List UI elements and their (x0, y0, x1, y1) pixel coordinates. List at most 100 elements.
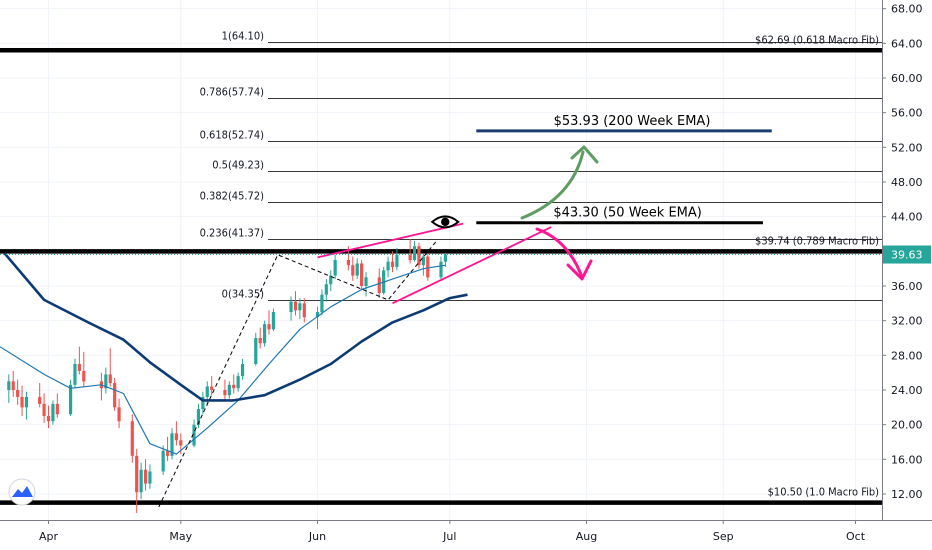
fib-level-label: 0.786(57.74) (200, 86, 265, 99)
candle-body (11, 381, 15, 390)
candle-body (16, 390, 20, 397)
tradingview-logo[interactable] (8, 478, 36, 506)
y-tick-label: 24.00 (891, 384, 923, 397)
candle-body (227, 384, 231, 396)
candle-body (408, 254, 412, 260)
candle-body (240, 364, 245, 377)
y-tick-label: 32.00 (891, 315, 923, 328)
candle-body (426, 256, 430, 278)
ema-50-label: $43.30 (50 Week EMA) (553, 206, 702, 221)
down-arrow-head (566, 259, 593, 281)
candle-body (390, 261, 395, 267)
candle-body (421, 256, 425, 266)
moving-average-slow (3, 252, 468, 402)
y-tick-label: 36.00 (891, 280, 923, 293)
x-tick-label: Apr (39, 530, 59, 543)
candle-body (55, 403, 59, 415)
candle-body (192, 424, 196, 446)
candle-body (254, 338, 258, 364)
fib-level-label: 0.382(45.72) (200, 190, 265, 203)
candle-body (46, 416, 51, 422)
tradingview-logo-icon (12, 486, 33, 497)
candle-body (263, 324, 267, 344)
candle-body (82, 370, 86, 382)
candle-body (298, 303, 302, 311)
y-tick-label: 64.00 (891, 37, 923, 50)
candle-body (439, 261, 443, 278)
candle-body (223, 390, 227, 396)
y-tick-label: 16.00 (891, 453, 923, 466)
candle-body (210, 386, 214, 390)
candle-body (68, 384, 73, 415)
candle-body (143, 469, 148, 484)
y-tick-label: 60.00 (891, 72, 923, 85)
x-tick-label: Jun (308, 530, 326, 543)
candle-body (179, 440, 183, 446)
candle-body (104, 374, 108, 389)
y-tick-label: 28.00 (891, 349, 923, 362)
candle-body (148, 471, 152, 484)
x-tick-label: Oct (846, 530, 866, 543)
candle-body (395, 254, 399, 267)
candle-body (196, 409, 201, 425)
up-arrow-head (570, 145, 599, 164)
candle-body (77, 364, 81, 371)
fib-level-label: 0.618(52.74) (200, 129, 265, 142)
macro-level-label: $10.50 (1.0 Macro Fib) (768, 486, 879, 499)
candle-body (315, 312, 320, 318)
candle-body (161, 450, 165, 472)
ema-200-label: $53.93 (200 Week EMA) (554, 114, 711, 129)
candle-body (258, 338, 262, 344)
fib-level-label: 0.236(41.37) (200, 227, 265, 240)
candle-body (108, 374, 112, 384)
moving-average-fast (0, 264, 446, 455)
macro-level-label: $62.69 (0.618 Macro Fib) (755, 33, 879, 46)
current-price-label: 39.63 (891, 249, 923, 262)
candle-body (51, 403, 55, 422)
candle-body (417, 246, 421, 266)
down-arrow-shaft (535, 227, 584, 279)
candle-body (236, 376, 240, 389)
fib-level-label: 0(34.35) (222, 288, 264, 301)
candle-body (293, 301, 298, 311)
candle-body (117, 407, 121, 422)
grid (0, 0, 882, 520)
logo-circle (8, 478, 36, 506)
candle-body (201, 396, 205, 410)
candle-body (320, 294, 324, 312)
drawings[interactable] (158, 145, 599, 508)
candle-body (355, 263, 359, 276)
candle-body (130, 421, 134, 456)
wedge-upper-line (317, 222, 464, 259)
fib-level-label: 0.5(49.23) (212, 159, 264, 172)
candle-body (360, 263, 364, 286)
candle-body (377, 277, 381, 293)
candle-body (174, 433, 178, 441)
candle-body (232, 384, 236, 389)
candle-body (139, 469, 143, 493)
ema-levels[interactable]: $53.93 (200 Week EMA) $43.30 (50 Week EMA… (476, 114, 772, 225)
fib-level-label: 1(64.10) (222, 30, 264, 43)
y-tick-label: 20.00 (891, 419, 923, 432)
x-tick-label: Jul (442, 530, 456, 543)
macro-fib-levels[interactable]: $62.69 (0.618 Macro Fib) $39.74 (0.789 Ma… (0, 33, 882, 505)
macro-level-label: $39.74 (0.789 Macro Fib) (755, 234, 879, 247)
candle-body (165, 450, 170, 456)
candle-body (205, 386, 209, 397)
y-tick-label: 12.00 (891, 488, 923, 501)
candle-body (329, 275, 333, 285)
candle-body (24, 396, 29, 408)
candle-body (7, 381, 11, 390)
candle-body (271, 312, 276, 330)
x-tick-label: Sep (713, 530, 734, 543)
candle-body (289, 301, 293, 312)
candle-body (113, 383, 117, 408)
candle-body (20, 396, 24, 408)
candle-body (38, 396, 42, 404)
current-price-badge (883, 245, 931, 264)
y-tick-label: 68.00 (891, 3, 923, 16)
y-tick-label: 44.00 (891, 211, 923, 224)
